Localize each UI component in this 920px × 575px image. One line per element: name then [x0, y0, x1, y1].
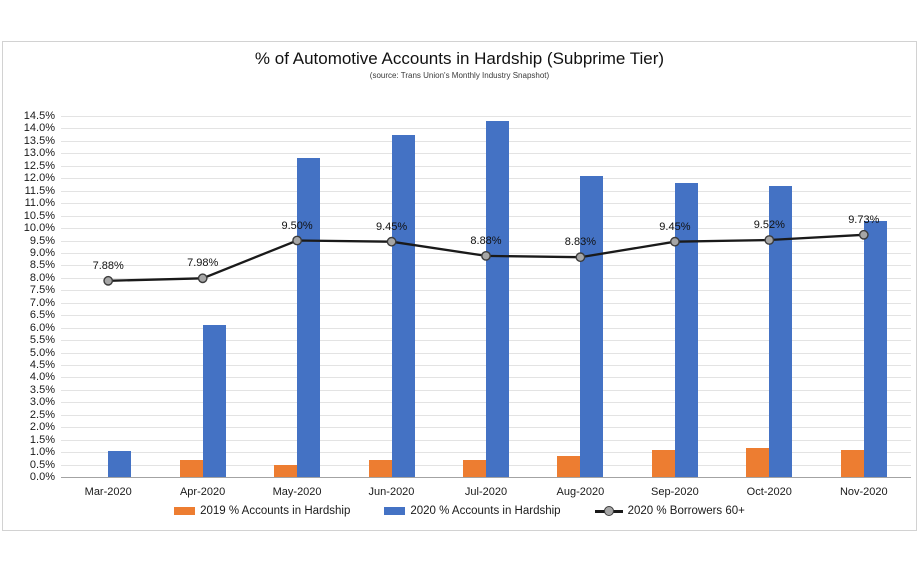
legend-swatch-2020: [384, 507, 406, 515]
y-axis-label: 11.5%: [24, 184, 55, 197]
y-axis-label: 14.5%: [23, 110, 55, 122]
bar-2019: [651, 449, 675, 477]
x-axis-label: Nov-2020: [839, 486, 888, 498]
y-axis-label: 3.5%: [29, 383, 55, 396]
chart-container: % of Automotive Accounts in Hardship (Su…: [2, 41, 917, 531]
line-marker: [197, 273, 208, 284]
y-axis-label: 7.5%: [29, 284, 55, 297]
y-axis-label: 9.0%: [29, 246, 55, 259]
bar-2020: [674, 183, 698, 477]
line-data-label: 7.88%: [92, 259, 124, 272]
bar-2019: [179, 459, 203, 477]
x-axis-label: Jun-2020: [368, 486, 415, 498]
y-axis-label: 5.0%: [29, 346, 55, 359]
legend-swatch-2019: [174, 507, 196, 515]
y-axis-label: 12.0%: [23, 172, 55, 185]
y-axis-label: 7.0%: [29, 296, 55, 309]
line-data-label: 9.52%: [753, 219, 785, 231]
bar-2019: [368, 459, 392, 477]
y-axis-label: 13.0%: [23, 147, 55, 160]
line-marker: [575, 252, 586, 263]
x-axis-label: Oct-2020: [746, 486, 792, 498]
x-axis-label: Mar-2020: [84, 486, 132, 498]
y-axis-label: 10.5%: [23, 209, 55, 222]
gridline: [61, 116, 911, 117]
y-axis-label: 9.5%: [29, 234, 55, 247]
legend-item-borrowers-60plus: 2020 % Borrowers 60+: [594, 505, 745, 517]
y-axis-label: 4.5%: [29, 359, 55, 371]
bar-2020: [108, 450, 132, 477]
x-axis-label: Jul-2020: [464, 486, 508, 498]
line-data-label: 9.45%: [375, 220, 408, 233]
y-axis-label: 0.5%: [29, 458, 55, 471]
line-marker: [386, 236, 397, 247]
legend-item-2020-accounts: 2020 % Accounts in Hardship: [384, 505, 561, 517]
chart-title: % of Automotive Accounts in Hardship (Su…: [254, 49, 665, 68]
line-data-label: 8.83%: [564, 236, 596, 249]
x-axis-line: [61, 477, 911, 478]
y-axis-label: 10.0%: [23, 222, 55, 234]
bar-2019: [840, 449, 864, 477]
x-axis-label: Aug-2020: [556, 486, 605, 498]
y-axis-label: 3.0%: [29, 396, 55, 409]
y-axis-label: 6.0%: [29, 321, 55, 334]
line-data-label: 8.88%: [470, 234, 502, 247]
legend-label-2019: 2019 % Accounts in Hardship: [200, 505, 351, 517]
y-axis-label: 4.0%: [29, 371, 55, 384]
y-axis-label: 2.5%: [29, 408, 55, 421]
y-axis-label: 1.0%: [29, 446, 55, 459]
line-data-label: 9.73%: [848, 213, 880, 226]
bar-2019: [463, 459, 486, 477]
line-data-label: 9.45%: [659, 220, 691, 233]
y-axis-label: 8.0%: [29, 271, 55, 284]
legend: 2019 % Accounts in Hardship 2020 % Accou…: [3, 505, 916, 517]
y-axis-label: 8.5%: [29, 259, 55, 272]
line-marker: [481, 250, 491, 261]
x-axis-label: Sep-2020: [651, 486, 699, 498]
line-marker: [858, 229, 869, 240]
plot-area: 7.88% 7.98% 9.50% 9.45% 8.88% 8.83% 9.45% 9.52%…: [61, 116, 911, 498]
bar-2020: [769, 185, 793, 477]
y-axis-label: 5.5%: [29, 334, 55, 347]
bar-2020: [863, 220, 887, 477]
legend-label-2020: 2020 % Accounts in Hardship: [410, 505, 561, 517]
y-axis-label: 11.0%: [24, 197, 55, 210]
bar-2019: [557, 455, 581, 477]
trend-line: [103, 229, 869, 286]
y-axis-label: 2.0%: [29, 421, 55, 434]
y-axis-label: 12.5%: [23, 159, 55, 172]
y-axis-label: 13.5%: [23, 134, 55, 147]
legend-item-2019-accounts: 2019 % Accounts in Hardship: [174, 505, 350, 517]
y-axis-label: 14.0%: [23, 122, 55, 135]
legend-line-marker-icon: [594, 506, 623, 516]
bar-2019: [274, 464, 298, 477]
y-axis-label: 0.0%: [29, 471, 55, 483]
bar-2020: [580, 175, 604, 477]
line-marker: [670, 236, 680, 247]
bar-2020: [202, 325, 226, 477]
bar-2020: [486, 121, 509, 477]
bar-2020: [297, 158, 321, 477]
y-axis-label: 6.5%: [29, 309, 55, 322]
line-marker: [292, 235, 303, 246]
y-axis-label: 1.5%: [29, 433, 55, 446]
line-marker: [764, 235, 775, 245]
line-data-label: 7.98%: [187, 257, 219, 270]
legend-label-borrowers: 2020 % Borrowers 60+: [627, 505, 745, 517]
x-axis-label: May-2020: [272, 486, 322, 498]
bar-2020: [391, 134, 415, 477]
line-data-label: 9.50%: [281, 219, 313, 232]
bar-2019: [746, 448, 770, 477]
chart-subtitle: (source: Trans Union's Monthly Industry …: [369, 71, 550, 80]
x-axis-label: Apr-2020: [179, 486, 226, 498]
line-marker: [103, 275, 114, 286]
